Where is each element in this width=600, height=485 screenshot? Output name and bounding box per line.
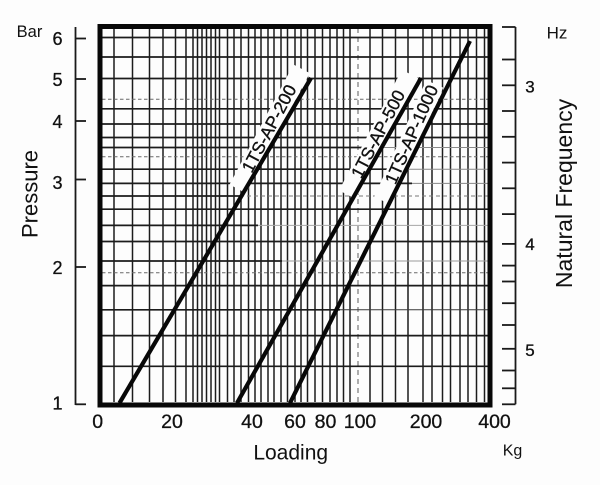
svg-text:60: 60 xyxy=(284,411,306,433)
svg-text:3: 3 xyxy=(525,78,534,97)
svg-text:6: 6 xyxy=(52,29,62,49)
svg-text:4: 4 xyxy=(52,112,62,132)
svg-text:5: 5 xyxy=(52,70,62,90)
svg-text:3: 3 xyxy=(52,173,62,193)
svg-text:1: 1 xyxy=(52,394,62,414)
svg-text:400: 400 xyxy=(478,411,511,433)
svg-text:4: 4 xyxy=(525,235,534,254)
svg-text:20: 20 xyxy=(161,411,183,433)
svg-text:Kg: Kg xyxy=(503,442,523,459)
svg-text:0: 0 xyxy=(92,411,103,433)
svg-text:Pressure: Pressure xyxy=(18,150,43,238)
svg-text:40: 40 xyxy=(241,411,263,433)
svg-text:100: 100 xyxy=(344,411,377,433)
svg-text:200: 200 xyxy=(410,411,443,433)
svg-text:Loading: Loading xyxy=(253,442,328,465)
svg-text:Bar: Bar xyxy=(17,23,43,41)
svg-text:Hz: Hz xyxy=(547,24,568,43)
svg-text:80: 80 xyxy=(315,411,337,433)
svg-text:5: 5 xyxy=(525,341,534,360)
svg-text:2: 2 xyxy=(52,258,62,278)
svg-text:Natural Frequency: Natural Frequency xyxy=(551,98,577,288)
